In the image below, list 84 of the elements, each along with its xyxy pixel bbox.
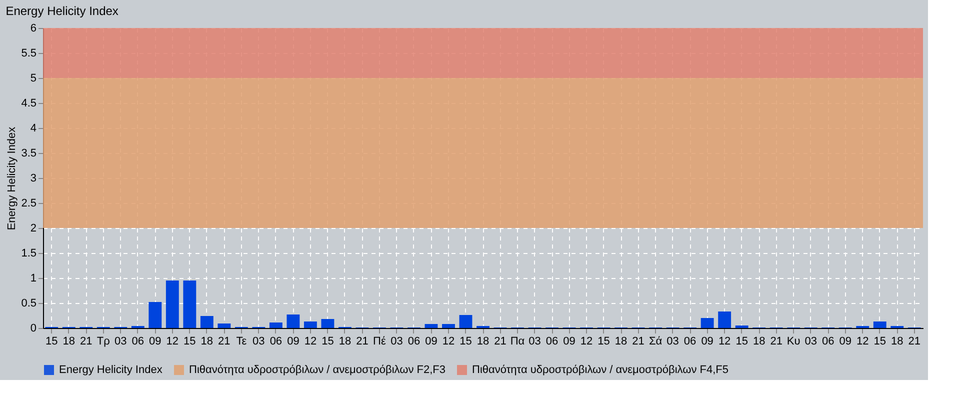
y-tick-label: 1.5: [21, 248, 36, 260]
y-tick-label: 6: [30, 22, 36, 34]
bar: [148, 302, 162, 328]
x-tick-label: 21: [356, 336, 368, 348]
x-tick-label: 15: [184, 336, 196, 348]
x-tick-label: Σά: [648, 336, 663, 348]
x-tick-label: 21: [218, 336, 230, 348]
bar: [873, 322, 886, 328]
x-tick-label: Τρ: [96, 336, 110, 348]
x-tick-label: 06: [270, 336, 282, 348]
y-axis-title: Energy Helicity Index: [6, 126, 18, 230]
x-tick-label: 03: [252, 336, 265, 348]
x-tick-label: 03: [114, 336, 127, 348]
x-tick-label: 21: [494, 336, 506, 348]
x-tick-label: 18: [614, 336, 628, 348]
bar: [718, 312, 732, 328]
x-tick-label: 12: [580, 336, 593, 348]
x-tick-label: 09: [287, 336, 300, 348]
bar: [200, 316, 214, 328]
y-tick-label: 3: [30, 172, 36, 184]
bar: [321, 319, 334, 328]
x-tick-label: 06: [408, 336, 420, 348]
legend-label: Πιθανότητα υδροστρόβιλων / ανεμοστρόβιλων F2,F3: [189, 364, 446, 376]
x-tick-label: Κυ: [786, 336, 800, 348]
x-tick-label: 15: [598, 336, 610, 348]
x-tick-label: 18: [752, 336, 766, 348]
x-tick-label: 15: [460, 336, 472, 348]
x-tick-label: 09: [425, 336, 438, 348]
x-tick-label: 18: [476, 336, 490, 348]
bar: [424, 324, 438, 328]
bar: [183, 280, 196, 328]
x-tick-label: 06: [132, 336, 144, 348]
bar: [442, 324, 455, 328]
y-tick-label: 0: [30, 322, 36, 334]
bar: [166, 280, 179, 328]
y-tick-label: 5: [30, 72, 36, 84]
x-tick-label: 12: [718, 336, 731, 348]
y-tick-label: 2.5: [21, 198, 36, 210]
bar: [286, 314, 300, 328]
x-tick-label: 09: [563, 336, 576, 348]
y-tick-label: 1: [30, 272, 36, 284]
x-tick-label: Τε: [236, 336, 247, 348]
x-tick-label: Πα: [510, 336, 526, 348]
x-tick-label: 18: [890, 336, 904, 348]
bar: [218, 324, 231, 328]
legend-label: Πιθανότητα υδροστρόβιλων / ανεμοστρόβιλων F4,F5: [472, 364, 728, 376]
chart-title: Energy Helicity Index: [6, 4, 118, 18]
x-tick-label: 12: [166, 336, 179, 348]
y-tick-label: 3.5: [21, 148, 36, 160]
x-tick-label: 03: [528, 336, 541, 348]
x-tick-label: 21: [770, 336, 782, 348]
x-tick-label: 18: [62, 336, 76, 348]
y-tick-label: 4.5: [21, 98, 36, 110]
bar: [700, 318, 714, 328]
y-tick-label: 4: [30, 122, 36, 134]
x-tick-label: 03: [666, 336, 679, 348]
y-tick-label: 0.5: [21, 298, 36, 310]
bar: [269, 322, 282, 328]
x-tick-label: 06: [546, 336, 558, 348]
x-tick-label: 06: [684, 336, 696, 348]
legend-label: Energy Helicity Index: [59, 364, 163, 376]
x-tick-label: Πέ: [373, 336, 386, 348]
x-tick-label: 06: [822, 336, 834, 348]
y-tick-label: 5.5: [21, 48, 36, 60]
x-tick-label: 03: [390, 336, 403, 348]
y-tick-label: 2: [30, 222, 36, 234]
x-tick-label: 15: [46, 336, 58, 348]
x-tick-label: 18: [200, 336, 214, 348]
x-tick-label: 18: [338, 336, 352, 348]
x-tick-label: 12: [442, 336, 455, 348]
x-tick-label: 09: [701, 336, 714, 348]
x-tick-label: 09: [149, 336, 162, 348]
x-tick-label: 03: [804, 336, 817, 348]
bar: [304, 322, 317, 328]
x-tick-label: 21: [908, 336, 920, 348]
bar: [459, 315, 472, 328]
x-tick-label: 15: [322, 336, 334, 348]
x-tick-label: 21: [80, 336, 92, 348]
x-tick-label: 15: [736, 336, 748, 348]
x-tick-label: 15: [874, 336, 886, 348]
x-tick-label: 12: [856, 336, 869, 348]
x-tick-label: 09: [839, 336, 852, 348]
x-tick-label: 21: [632, 336, 644, 348]
x-tick-label: 12: [304, 336, 317, 348]
